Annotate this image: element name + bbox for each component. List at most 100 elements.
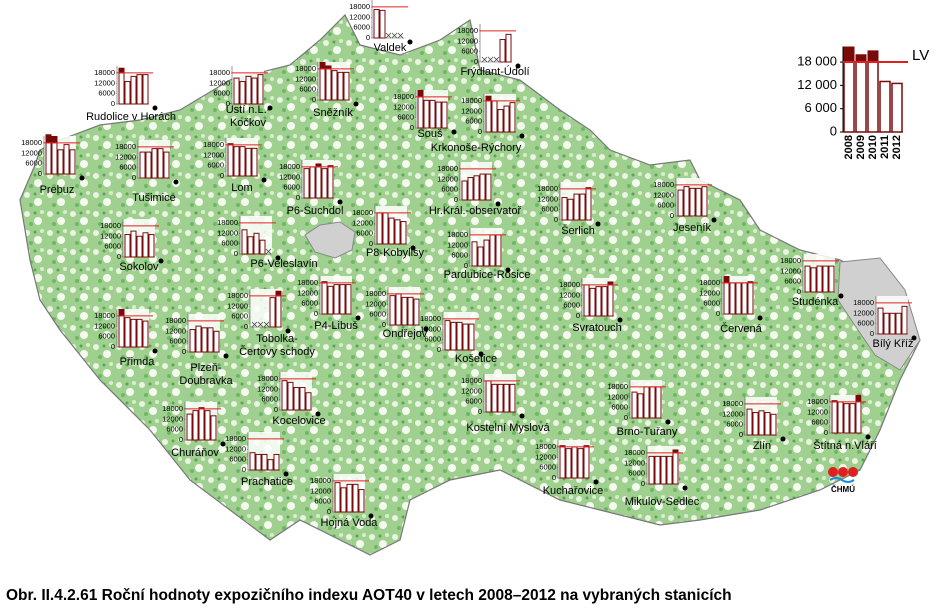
station-label: Štítná n.Vláří (813, 439, 877, 452)
bar (485, 380, 492, 413)
bar-excess (672, 449, 679, 453)
bar (473, 175, 480, 201)
y-tick-label: 0 (274, 405, 278, 414)
station-dot (682, 485, 688, 491)
bar (327, 285, 334, 315)
bar (69, 149, 76, 175)
station-dot (410, 245, 416, 251)
bar (124, 81, 131, 105)
station-label: Souš (417, 128, 443, 140)
bar (637, 393, 644, 419)
y-tick-label: 18000 (217, 218, 238, 227)
y-tick-label: 12000 (227, 301, 248, 310)
legend-year: 2010 (867, 135, 879, 159)
y-tick-label: 6000 (283, 183, 300, 192)
bar-excess (559, 445, 566, 447)
y-tick-label: 12000 (100, 231, 121, 240)
bar (142, 320, 149, 348)
y-tick-label: 6000 (465, 397, 482, 406)
y-tick-label: 0 (624, 413, 628, 422)
y-tick-label: 6000 (461, 47, 478, 56)
legend-bar (843, 61, 855, 133)
bar (239, 81, 246, 105)
y-tick-label: 18000 (162, 404, 183, 413)
bar (503, 383, 510, 413)
y-tick-label: 18000 (209, 68, 230, 77)
bar (822, 265, 829, 293)
y-tick-label: 6000 (261, 395, 278, 404)
station-dot (407, 39, 413, 45)
station-dot (285, 328, 291, 334)
bar (251, 147, 258, 177)
bar-excess (607, 281, 614, 285)
bar-excess (583, 445, 590, 447)
bar (495, 234, 502, 267)
bar (654, 455, 661, 485)
y-tick-label: 0 (410, 123, 414, 132)
station-dot (283, 471, 289, 477)
y-tick-label: 18000 (279, 162, 300, 171)
y-tick-label: 0 (670, 211, 674, 220)
bar (441, 101, 448, 129)
y-tick-label: 18000 (437, 164, 458, 173)
missing-mark (257, 321, 264, 328)
y-tick-label: 12000 (447, 240, 468, 249)
station-dot (911, 335, 917, 341)
y-tick-label: 18000 (535, 442, 556, 451)
bar-excess (319, 62, 326, 69)
bar (565, 448, 572, 479)
y-tick-label: 12000 (217, 228, 238, 237)
y-tick-label: 12000 (203, 150, 224, 159)
bar (843, 403, 850, 434)
legend-year: 2012 (891, 135, 903, 159)
bar (648, 455, 655, 485)
y-tick-label: 18000 (699, 278, 720, 287)
y-tick-label: 6000 (857, 319, 874, 328)
station-dot (515, 63, 521, 69)
station-dot (451, 129, 457, 135)
bar (471, 241, 478, 267)
y-tick-label: 18000 (653, 180, 674, 189)
bar (299, 387, 306, 411)
bar (309, 166, 316, 199)
bar (51, 142, 58, 175)
station-dot (158, 258, 164, 264)
missing-mark (481, 56, 488, 63)
y-tick-label: 12000 (461, 386, 482, 395)
prague-area (304, 221, 356, 259)
bar (340, 487, 347, 513)
y-tick-label: 6000 (465, 117, 482, 126)
bar (450, 321, 457, 351)
y-tick-label: 18000 (607, 382, 628, 391)
bar (136, 74, 143, 105)
station-dot (355, 315, 361, 321)
station-dot (711, 217, 717, 223)
station-label: Doubravka (179, 375, 233, 387)
station-dot (478, 351, 484, 357)
y-tick-label: 0 (478, 127, 482, 136)
missing-mark (493, 56, 500, 63)
y-tick-label: 0 (641, 479, 645, 488)
station-label: Hojná Voda (321, 517, 379, 529)
y-tick-label: 6000 (25, 159, 42, 168)
bar (269, 297, 276, 328)
y-tick-label: 18000 (94, 68, 115, 77)
station-dot (173, 179, 179, 185)
bar (130, 318, 137, 348)
bar (489, 234, 496, 267)
station-dot (780, 436, 786, 442)
bar (130, 230, 137, 258)
bar (142, 232, 149, 258)
y-tick-label: 18000 (420, 314, 441, 323)
bar (267, 459, 274, 471)
y-tick-label: 6000 (207, 161, 224, 170)
bar (672, 452, 679, 485)
bar (468, 323, 475, 351)
bar (334, 482, 341, 513)
station-label: Jeseník (673, 222, 711, 234)
station-dot (275, 255, 281, 261)
bar (210, 415, 217, 441)
y-tick-label: 6000 (104, 242, 121, 251)
bar (559, 446, 566, 479)
station-label: Studénka (792, 296, 839, 308)
